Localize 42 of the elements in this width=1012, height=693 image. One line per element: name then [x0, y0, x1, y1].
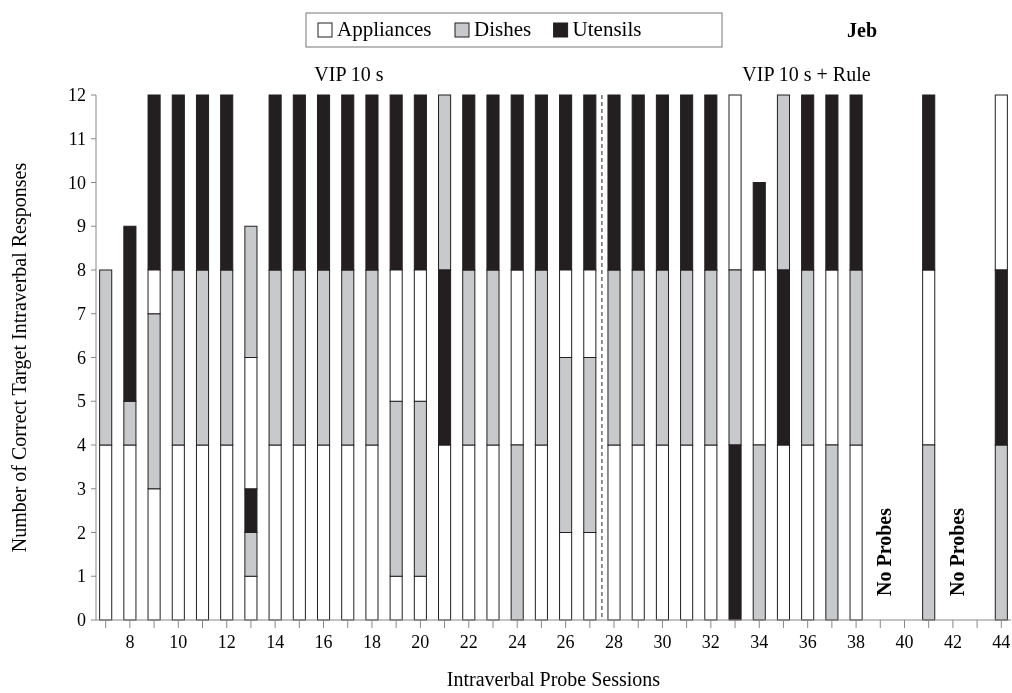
x-tick-label: 8 — [125, 632, 135, 652]
y-tick-label: 8 — [77, 260, 86, 280]
y-tick-label: 7 — [77, 303, 86, 324]
text: VIP 10 s + Rule — [742, 63, 871, 85]
x-tick-label: 10 — [169, 632, 188, 652]
y-tick-label: 5 — [77, 391, 86, 412]
y-tick-label: 6 — [77, 347, 86, 368]
x-tick-label: 26 — [556, 632, 575, 652]
x-tick-label: 12 — [217, 632, 236, 652]
legend-label: Appliances — [337, 17, 432, 41]
legend-label: Utensils — [572, 17, 642, 41]
x-tick-label: 28 — [605, 632, 624, 652]
x-tick-label: 18 — [362, 632, 381, 652]
x-tick-label: 32 — [701, 632, 720, 652]
y-tick-label: 10 — [68, 172, 86, 193]
y-tick-label: 2 — [77, 522, 86, 543]
x-tick-label: 44 — [992, 632, 1011, 652]
x-tick-label: 14 — [266, 632, 285, 652]
y-axis-title: Number of Correct Target Intraverbal Responses — [8, 162, 31, 553]
y-tick-label: 4 — [77, 435, 86, 455]
chart-title: Jeb — [847, 19, 877, 41]
x-tick-label: 24 — [508, 632, 527, 652]
annotation: No Probes — [945, 507, 968, 596]
x-tick-label: 22 — [459, 632, 478, 652]
y-tick-label: 11 — [68, 128, 86, 149]
x-tick-label: 16 — [314, 632, 333, 652]
x-tick-label: 30 — [653, 632, 672, 652]
y-tick-label: 1 — [77, 566, 86, 587]
x-tick-label: 38 — [847, 632, 866, 652]
annotation: No Probes — [873, 507, 896, 596]
y-tick-label: 12 — [68, 85, 86, 105]
legend-label: Dishes — [474, 17, 532, 41]
x-tick-label: 34 — [750, 632, 769, 652]
x-tick-label: 40 — [895, 632, 914, 652]
y-tick-label: 3 — [77, 478, 86, 499]
text: VIP 10 s — [314, 63, 384, 85]
y-tick-label: 0 — [77, 610, 86, 630]
x-tick-label: 42 — [943, 632, 962, 652]
x-axis-title: Intraverbal Probe Sessions — [446, 668, 661, 690]
x-tick-label: 36 — [798, 632, 817, 652]
y-tick-label: 9 — [77, 216, 86, 237]
x-tick-label: 20 — [411, 632, 430, 652]
